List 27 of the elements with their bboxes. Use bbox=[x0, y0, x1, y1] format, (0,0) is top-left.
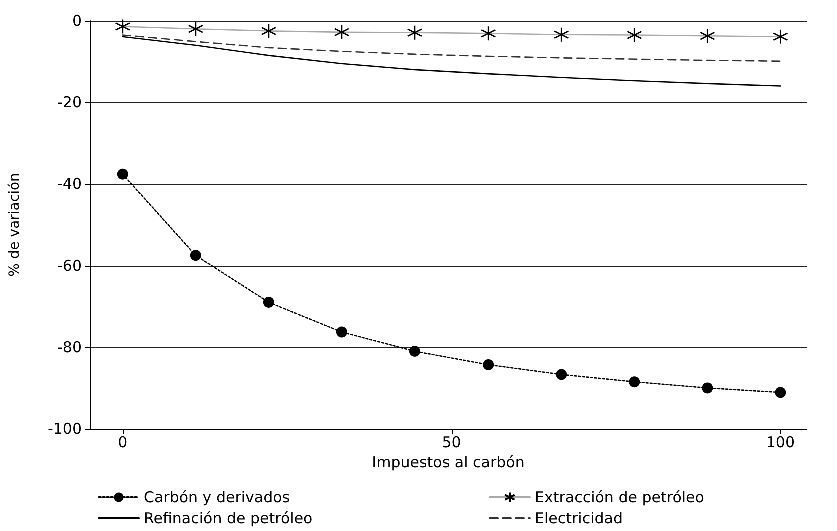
point bbox=[483, 359, 494, 370]
point bbox=[336, 326, 348, 338]
x-tick-label: 100 bbox=[766, 434, 796, 452]
legend-label: Carbón y derivados bbox=[144, 488, 290, 506]
y-axis-title: % de variación bbox=[7, 173, 23, 277]
legend-label: Electricidad bbox=[535, 510, 623, 528]
y-tick-label: -60 bbox=[58, 256, 82, 275]
x-tick-label: 50 bbox=[442, 434, 462, 452]
point bbox=[190, 250, 202, 262]
y-tick-label: -40 bbox=[58, 175, 82, 194]
point bbox=[409, 346, 420, 357]
y-tick-label: -80 bbox=[58, 338, 82, 356]
line-series bbox=[122, 34, 782, 62]
x-tick-label: 0 bbox=[118, 434, 128, 452]
point bbox=[629, 376, 640, 388]
point bbox=[702, 382, 714, 394]
point bbox=[556, 369, 568, 380]
y-tick-label: -20 bbox=[58, 94, 82, 112]
x-axis-title: Impuestos al carbón bbox=[372, 454, 525, 472]
y-tick-label: 0 bbox=[72, 12, 82, 30]
point bbox=[117, 168, 128, 180]
legend-label: Extracción de petróleo bbox=[535, 488, 704, 506]
legend-label: Refinación de petróleo bbox=[144, 510, 313, 528]
point bbox=[775, 387, 786, 398]
line-series bbox=[122, 36, 782, 87]
point bbox=[263, 297, 274, 308]
y-tick-label: -100 bbox=[48, 420, 82, 438]
